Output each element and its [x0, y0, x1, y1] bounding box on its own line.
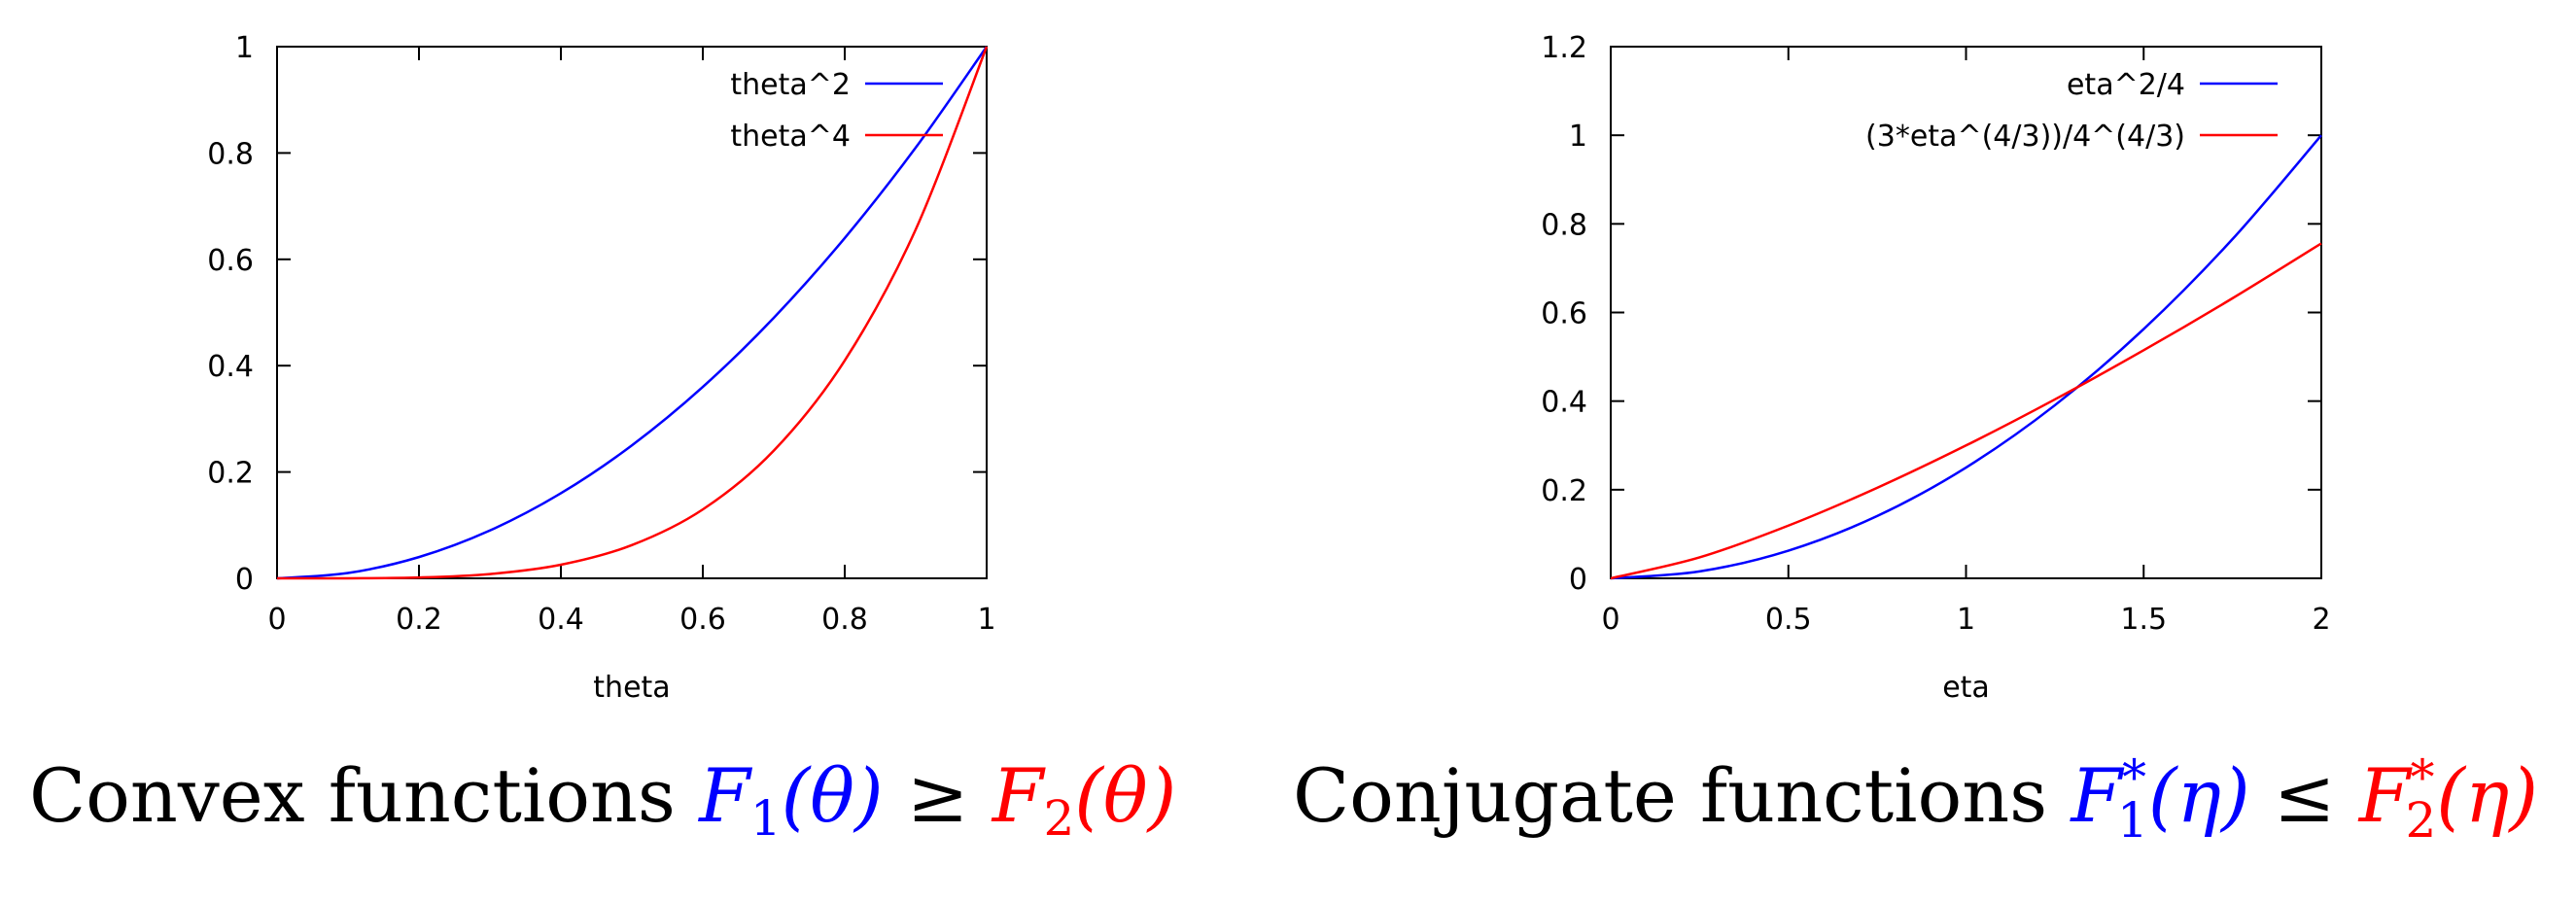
left-plot-frame	[276, 46, 988, 579]
caption-right-f1: F	[2069, 752, 2124, 839]
left-y-tick-label: 0	[235, 563, 254, 597]
left-y-tick-label: 0.6	[207, 244, 254, 278]
caption-left-f1: F	[697, 752, 752, 839]
caption-left-f2-sub: 2	[1043, 790, 1074, 847]
right-x-tick-label: 1	[1957, 603, 1975, 637]
left-series-line-2	[276, 46, 989, 580]
caption-right-f1-sub: 1	[2117, 792, 2148, 849]
right-legend-label-1: eta^2/4	[2067, 68, 2185, 102]
right-series-line-2	[1610, 242, 2322, 580]
caption-left: Convex functions F1(θ) ≥ F2(θ)	[29, 752, 1176, 847]
right-x-tick-label: 1.5	[2120, 603, 2167, 637]
right-y-tick-label: 0	[1569, 563, 1587, 597]
caption-left-f1-arg: (θ)	[782, 752, 884, 839]
caption-right-f2-sub: 2	[2405, 792, 2436, 849]
left-y-tick-label: 0.8	[207, 137, 254, 171]
caption-right-f2-sup: *	[2410, 749, 2434, 806]
caption-left-prefix: Convex functions	[29, 752, 699, 839]
right-series-line-1	[1610, 134, 2322, 580]
left-x-tick-label: 0.6	[679, 603, 726, 637]
right-x-tick-label: 0.5	[1765, 603, 1812, 637]
caption-right-f2: F	[2357, 752, 2413, 839]
chart-right: 0 0.5 1 1.5 2 0 0.2 0.4 0.6 0.8 1 1.2 eta eta^2/4 (3*e…	[1541, 31, 2330, 705]
left-x-tick-label: 0.8	[821, 603, 868, 637]
caption-right-f1-sup: *	[2122, 749, 2146, 806]
caption-right: Conjugate functions F* 1(η) ≤ F* 2(η)	[1293, 749, 2538, 849]
chart-left: 0 0.2 0.4 0.6 0.8 1 0 0.2 0.4 0.6 0.8 1 theta theta^2…	[207, 31, 995, 705]
right-x-tick-label: 2	[2312, 603, 2330, 637]
left-series-line-1	[276, 46, 989, 580]
right-y-tick-label: 0.8	[1541, 208, 1587, 242]
right-legend-label-2: (3*eta^(4/3))/4^(4/3)	[1865, 120, 2185, 154]
left-x-tick-label: 0	[267, 603, 286, 637]
right-y-tick-label: 0.4	[1541, 386, 1587, 420]
right-x-axis-label: eta	[1942, 671, 1990, 705]
left-y-tick-label: 1	[235, 31, 254, 65]
left-legend-label-2: theta^4	[730, 120, 851, 154]
right-y-tick-label: 1	[1569, 120, 1587, 154]
caption-right-relation: ≤	[2250, 752, 2359, 839]
caption-left-f2: F	[991, 752, 1046, 839]
caption-right-f1-arg: (η)	[2148, 752, 2250, 839]
left-x-tick-label: 0.4	[538, 603, 584, 637]
right-y-tick-label: 0.2	[1541, 474, 1587, 508]
left-x-tick-label: 1	[977, 603, 995, 637]
right-x-tick-label: 0	[1601, 603, 1619, 637]
left-legend-label-1: theta^2	[730, 68, 851, 102]
caption-left-f1-sub: 1	[750, 790, 782, 847]
left-x-axis-label: theta	[593, 671, 670, 705]
left-y-tick-label: 0.2	[207, 457, 254, 491]
caption-left-f2-arg: (θ)	[1074, 752, 1176, 839]
left-x-tick-label: 0.2	[396, 603, 442, 637]
caption-left-relation: ≥	[884, 752, 992, 839]
right-y-tick-label: 0.6	[1541, 297, 1587, 331]
caption-right-f2-arg: (η)	[2436, 752, 2538, 839]
left-y-tick-label: 0.4	[207, 350, 254, 384]
caption-right-prefix: Conjugate functions	[1293, 752, 2071, 839]
right-y-tick-label: 1.2	[1541, 31, 1587, 65]
